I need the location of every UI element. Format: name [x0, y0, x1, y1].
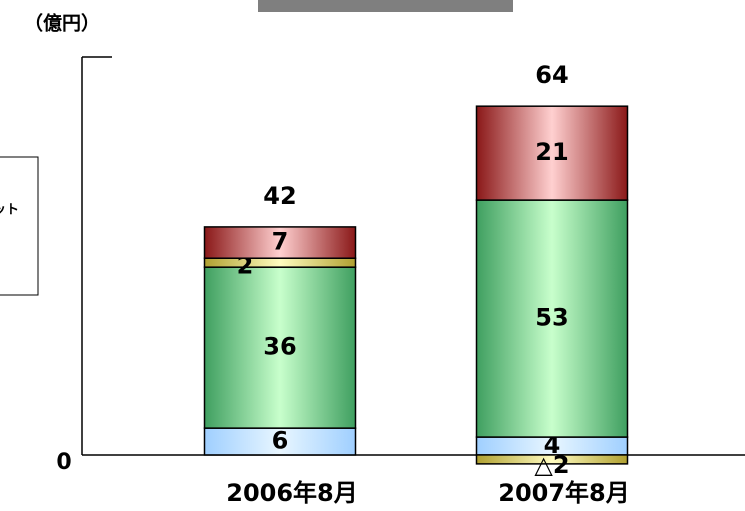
- bar-segment: [203, 226, 357, 259]
- x-tick-label: 2006年8月: [226, 479, 358, 507]
- bar-segment: [203, 257, 357, 268]
- legend-text: ット: [0, 203, 19, 218]
- y-tick-label: 0: [56, 450, 71, 475]
- total-label: 64: [535, 61, 568, 89]
- value-label: 36: [263, 333, 296, 361]
- bar-segment: [203, 427, 357, 456]
- unit-label: （億円）: [24, 12, 100, 35]
- x-tick-label: 2007年8月: [498, 479, 630, 507]
- bar-segment: [475, 454, 629, 465]
- bar-segment: [475, 105, 629, 201]
- value-label: 21: [535, 138, 568, 166]
- value-label: △2: [534, 451, 569, 479]
- legend-box: [0, 156, 39, 296]
- value-label: 6: [272, 427, 289, 455]
- value-label: 4: [544, 431, 561, 459]
- total-label: 42: [263, 182, 296, 210]
- value-label: 7: [272, 228, 289, 256]
- title-box: [258, 0, 513, 12]
- value-label: 53: [535, 304, 568, 332]
